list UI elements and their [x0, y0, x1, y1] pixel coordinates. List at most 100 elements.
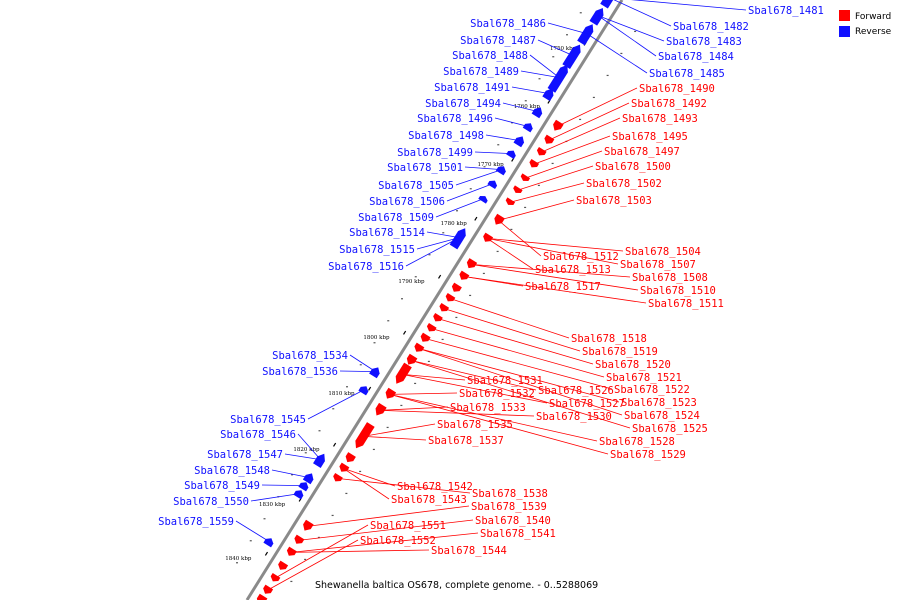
gene-label-sbal678-1545[interactable]: Sbal678_1545 — [230, 414, 306, 426]
gene-label-sbal678-1524[interactable]: Sbal678_1524 — [624, 410, 700, 422]
gene-label-sbal678-1546[interactable]: Sbal678_1546 — [220, 429, 296, 441]
gene-label-sbal678-1509[interactable]: Sbal678_1509 — [358, 212, 434, 224]
reverse-gene[interactable] — [487, 180, 498, 189]
reverse-gene[interactable] — [369, 367, 380, 379]
forward-gene[interactable] — [494, 213, 505, 225]
gene-label-sbal678-1514[interactable]: Sbal678_1514 — [349, 227, 425, 239]
gene-label-sbal678-1533[interactable]: Sbal678_1533 — [450, 402, 526, 414]
forward-gene[interactable] — [263, 584, 274, 594]
gene-label-sbal678-1499[interactable]: Sbal678_1499 — [397, 147, 473, 159]
gene-label-sbal678-1548[interactable]: Sbal678_1548 — [194, 465, 270, 477]
gene-label-sbal678-1482[interactable]: Sbal678_1482 — [673, 21, 749, 33]
forward-gene[interactable] — [355, 422, 375, 449]
legend-forward[interactable]: Forward — [839, 10, 891, 22]
gene-label-sbal678-1508[interactable]: Sbal678_1508 — [632, 272, 708, 284]
forward-gene[interactable] — [278, 560, 289, 570]
gene-label-sbal678-1530[interactable]: Sbal678_1530 — [536, 411, 612, 423]
gene-label-sbal678-1485[interactable]: Sbal678_1485 — [649, 68, 725, 80]
gene-label-sbal678-1523[interactable]: Sbal678_1523 — [621, 397, 697, 409]
gene-label-sbal678-1498[interactable]: Sbal678_1498 — [408, 130, 484, 142]
gene-label-sbal678-1538[interactable]: Sbal678_1538 — [472, 488, 548, 500]
forward-gene[interactable] — [294, 534, 305, 544]
gene-label-sbal678-1541[interactable]: Sbal678_1541 — [480, 528, 556, 540]
forward-gene[interactable] — [385, 387, 397, 399]
gene-label-sbal678-1550[interactable]: Sbal678_1550 — [173, 496, 249, 508]
reverse-gene[interactable] — [298, 482, 309, 492]
gene-label-sbal678-1528[interactable]: Sbal678_1528 — [599, 436, 675, 448]
forward-gene[interactable] — [395, 362, 412, 384]
forward-gene[interactable] — [303, 519, 314, 531]
forward-gene[interactable] — [339, 462, 350, 472]
forward-gene[interactable] — [553, 119, 564, 131]
forward-gene[interactable] — [505, 197, 516, 205]
gene-label-sbal678-1489[interactable]: Sbal678_1489 — [443, 66, 519, 78]
gene-label-sbal678-1536[interactable]: Sbal678_1536 — [262, 366, 338, 378]
gene-label-sbal678-1492[interactable]: Sbal678_1492 — [631, 98, 707, 110]
forward-gene[interactable] — [529, 159, 540, 168]
gene-label-sbal678-1502[interactable]: Sbal678_1502 — [586, 178, 662, 190]
gene-label-sbal678-1519[interactable]: Sbal678_1519 — [582, 346, 658, 358]
reverse-gene[interactable] — [577, 24, 594, 46]
gene-label-sbal678-1518[interactable]: Sbal678_1518 — [571, 333, 647, 345]
gene-label-sbal678-1487[interactable]: Sbal678_1487 — [460, 35, 536, 47]
reverse-gene[interactable] — [562, 44, 581, 70]
gene-label-sbal678-1516[interactable]: Sbal678_1516 — [328, 261, 404, 273]
gene-label-sbal678-1551[interactable]: Sbal678_1551 — [370, 520, 446, 532]
gene-label-sbal678-1517[interactable]: Sbal678_1517 — [525, 281, 601, 293]
gene-label-sbal678-1484[interactable]: Sbal678_1484 — [658, 51, 734, 63]
reverse-gene[interactable] — [506, 150, 516, 159]
reverse-gene[interactable] — [495, 166, 506, 176]
gene-label-sbal678-1513[interactable]: Sbal678_1513 — [535, 264, 611, 276]
gene-label-sbal678-1491[interactable]: Sbal678_1491 — [434, 82, 510, 94]
gene-label-sbal678-1512[interactable]: Sbal678_1512 — [543, 251, 619, 263]
gene-label-sbal678-1532[interactable]: Sbal678_1532 — [459, 388, 535, 400]
forward-gene[interactable] — [420, 332, 431, 342]
gene-label-sbal678-1483[interactable]: Sbal678_1483 — [666, 36, 742, 48]
gene-label-sbal678-1547[interactable]: Sbal678_1547 — [207, 449, 283, 461]
reverse-gene[interactable] — [478, 196, 488, 204]
gene-label-sbal678-1527[interactable]: Sbal678_1527 — [549, 398, 625, 410]
gene-label-sbal678-1488[interactable]: Sbal678_1488 — [452, 50, 528, 62]
reverse-gene[interactable] — [542, 88, 554, 102]
gene-label-sbal678-1486[interactable]: Sbal678_1486 — [470, 18, 546, 30]
reverse-gene[interactable] — [531, 107, 543, 119]
forward-gene[interactable] — [286, 546, 297, 556]
gene-label-sbal678-1490[interactable]: Sbal678_1490 — [639, 83, 715, 95]
gene-label-sbal678-1535[interactable]: Sbal678_1535 — [437, 419, 513, 431]
forward-gene[interactable] — [270, 573, 281, 582]
gene-label-sbal678-1510[interactable]: Sbal678_1510 — [640, 285, 716, 297]
forward-gene[interactable] — [513, 185, 523, 193]
gene-label-sbal678-1543[interactable]: Sbal678_1543 — [391, 494, 467, 506]
gene-label-sbal678-1494[interactable]: Sbal678_1494 — [425, 98, 501, 110]
forward-gene[interactable] — [406, 353, 418, 365]
forward-gene[interactable] — [333, 473, 343, 482]
gene-label-sbal678-1505[interactable]: Sbal678_1505 — [378, 180, 454, 192]
forward-gene[interactable] — [375, 402, 387, 416]
forward-gene[interactable] — [433, 313, 443, 322]
reverse-gene[interactable] — [302, 473, 314, 485]
reverse-gene[interactable] — [293, 490, 304, 500]
gene-label-sbal678-1481[interactable]: Sbal678_1481 — [748, 5, 824, 17]
gene-label-sbal678-1552[interactable]: Sbal678_1552 — [360, 535, 436, 547]
forward-gene[interactable] — [451, 282, 462, 292]
forward-gene[interactable] — [414, 342, 425, 352]
gene-label-sbal678-1506[interactable]: Sbal678_1506 — [369, 196, 445, 208]
reverse-gene[interactable] — [600, 0, 615, 9]
forward-gene[interactable] — [426, 323, 437, 332]
forward-gene[interactable] — [459, 270, 470, 280]
gene-label-sbal678-1503[interactable]: Sbal678_1503 — [576, 195, 652, 207]
reverse-gene[interactable] — [513, 136, 525, 148]
gene-label-sbal678-1531[interactable]: Sbal678_1531 — [467, 375, 543, 387]
gene-label-sbal678-1501[interactable]: Sbal678_1501 — [387, 162, 463, 174]
gene-label-sbal678-1540[interactable]: Sbal678_1540 — [475, 515, 551, 527]
legend-reverse[interactable]: Reverse — [839, 26, 892, 37]
gene-label-sbal678-1497[interactable]: Sbal678_1497 — [604, 146, 680, 158]
forward-gene[interactable] — [520, 173, 531, 181]
gene-label-sbal678-1511[interactable]: Sbal678_1511 — [648, 298, 724, 310]
gene-label-sbal678-1526[interactable]: Sbal678_1526 — [538, 385, 614, 397]
gene-label-sbal678-1549[interactable]: Sbal678_1549 — [184, 480, 260, 492]
forward-gene[interactable] — [536, 147, 547, 156]
forward-gene[interactable] — [466, 258, 478, 269]
reverse-gene[interactable] — [313, 453, 325, 468]
reverse-gene[interactable] — [358, 386, 369, 396]
